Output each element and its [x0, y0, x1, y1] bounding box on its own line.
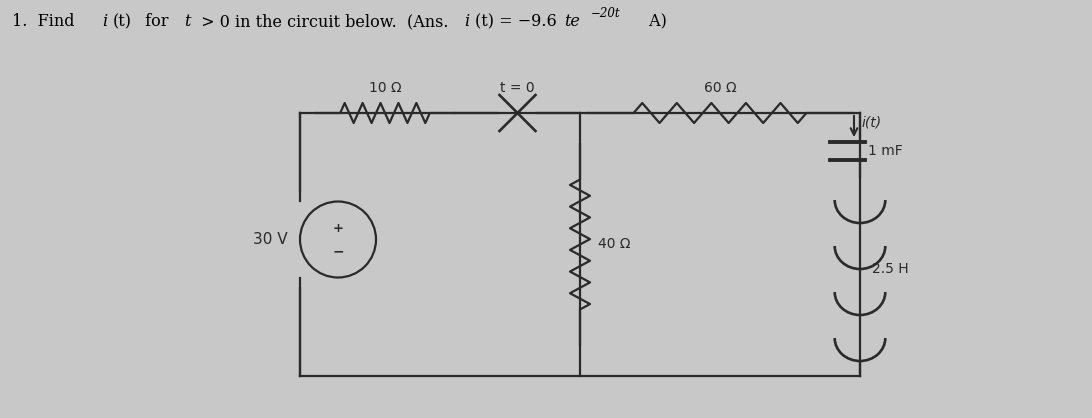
Text: 1.  Find: 1. Find [12, 13, 80, 30]
Text: te: te [563, 13, 580, 30]
Text: i(t): i(t) [862, 115, 882, 130]
Text: > 0 in the circuit below.  (Ans.: > 0 in the circuit below. (Ans. [195, 13, 453, 30]
Text: −20t: −20t [591, 7, 620, 20]
Text: t: t [183, 13, 190, 30]
Text: 2.5 H: 2.5 H [873, 262, 909, 276]
Text: i: i [102, 13, 107, 30]
Text: 30 V: 30 V [253, 232, 288, 247]
Text: i: i [464, 13, 470, 30]
Text: 40 Ω: 40 Ω [598, 237, 630, 252]
Text: −: − [332, 245, 344, 258]
Text: 60 Ω: 60 Ω [703, 81, 736, 95]
Text: for: for [140, 13, 174, 30]
Text: t = 0: t = 0 [500, 81, 535, 95]
Text: 10 Ω: 10 Ω [369, 81, 402, 95]
Text: A): A) [644, 13, 667, 30]
Text: (t): (t) [112, 13, 132, 30]
Text: (t) = −9.6: (t) = −9.6 [475, 13, 557, 30]
Text: 1 mF: 1 mF [868, 144, 903, 158]
Text: +: + [332, 222, 344, 235]
